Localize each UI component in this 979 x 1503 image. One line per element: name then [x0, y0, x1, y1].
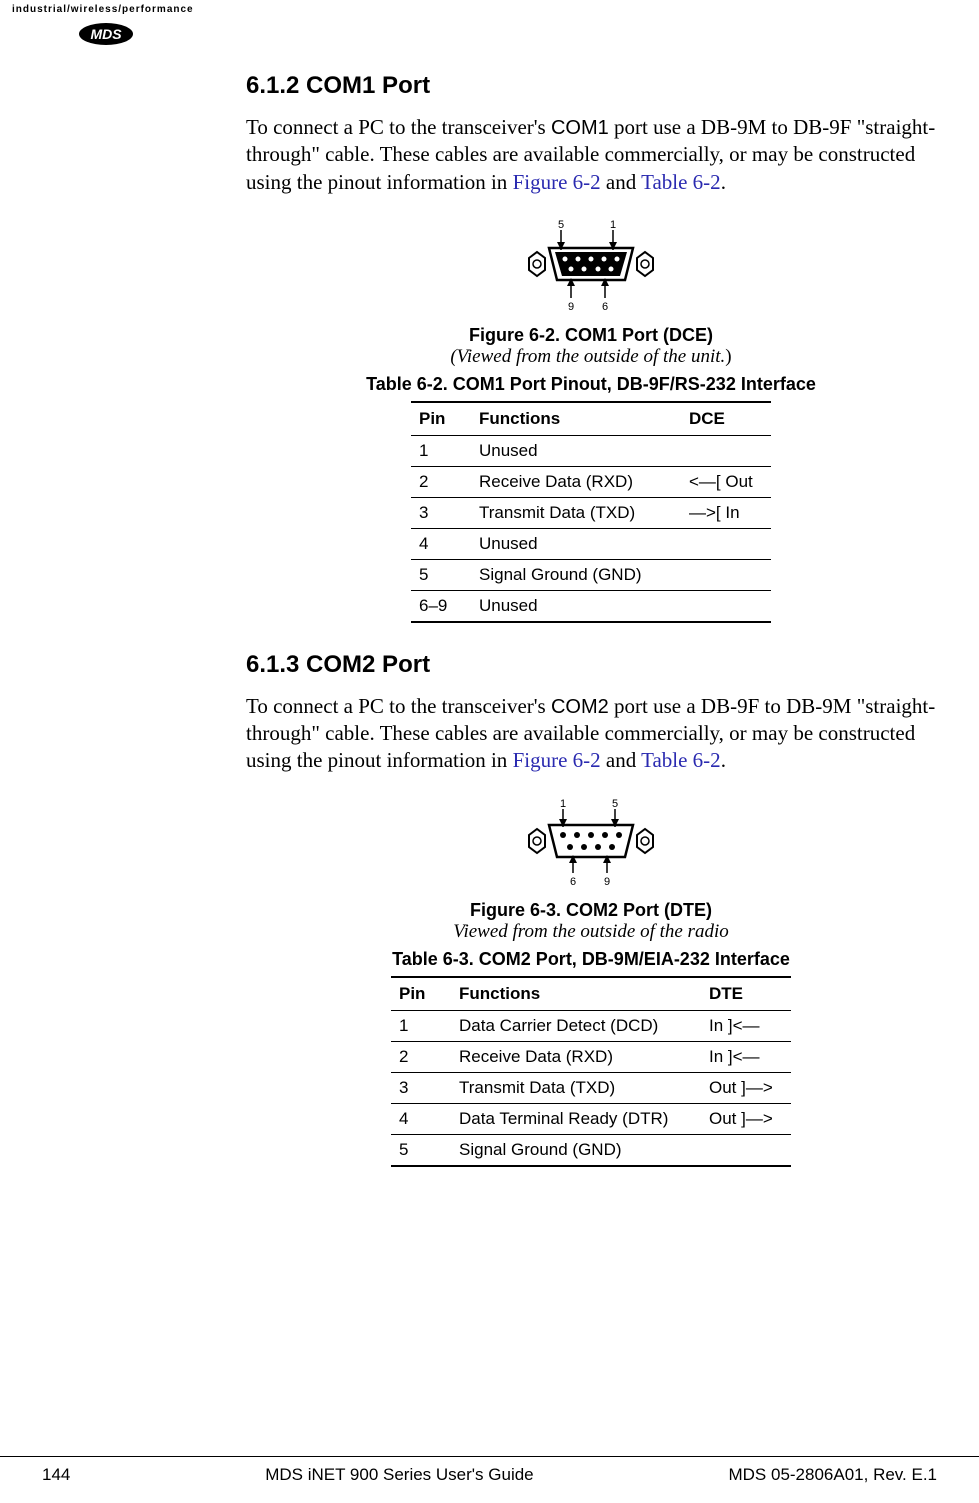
table-row: 4Data Terminal Ready (DTR)Out ]—>	[391, 1103, 791, 1134]
pin-label: 1	[560, 798, 566, 810]
col-pin: Pin	[411, 402, 471, 436]
cell: 3	[391, 1072, 451, 1103]
cell: 4	[411, 528, 471, 559]
cell: Out ]—>	[701, 1072, 791, 1103]
col-functions: Functions	[451, 977, 701, 1011]
doc-revision: MDS 05-2806A01, Rev. E.1	[728, 1465, 937, 1485]
table-6-3-caption: Table 6-3. COM2 Port, DB-9M/EIA-232 Inte…	[246, 949, 936, 970]
cell	[701, 1134, 791, 1166]
doc-title: MDS iNET 900 Series User's Guide	[265, 1465, 533, 1485]
cell: Transmit Data (TXD)	[471, 497, 681, 528]
section1-paragraph: To connect a PC to the transceiver's COM…	[246, 114, 936, 196]
cell: In ]<—	[701, 1041, 791, 1072]
figure-6-3-caption: Figure 6-3. COM2 Port (DTE)	[246, 900, 936, 921]
col-pin: Pin	[391, 977, 451, 1011]
table-6-2: Pin Functions DCE 1Unused 2Receive Data …	[411, 401, 771, 623]
table-row: 4Unused	[411, 528, 771, 559]
figure-6-2: 5 1 9 6	[246, 216, 936, 321]
table-6-2-caption: Table 6-2. COM1 Port Pinout, DB-9F/RS-23…	[246, 374, 936, 395]
cell: Out ]—>	[701, 1103, 791, 1134]
text: To connect a PC to the transceiver's	[246, 115, 551, 139]
logo-text: MDS	[90, 26, 122, 42]
table-row: 6–9Unused	[411, 590, 771, 622]
cell: Transmit Data (TXD)	[451, 1072, 701, 1103]
col-dte: DTE	[701, 977, 791, 1011]
pin-label: 9	[604, 876, 610, 888]
logo: MDS	[78, 22, 134, 51]
cell: Signal Ground (GND)	[451, 1134, 701, 1166]
text: .	[721, 170, 726, 194]
cell: Unused	[471, 590, 681, 622]
table-row: 3Transmit Data (TXD)Out ]—>	[391, 1072, 791, 1103]
figure-6-2-caption: Figure 6-2. COM1 Port (DCE)	[246, 325, 936, 346]
table-row: 1Data Carrier Detect (DCD)In ]<—	[391, 1010, 791, 1041]
table-row: 2Receive Data (RXD)In ]<—	[391, 1041, 791, 1072]
cell: 2	[411, 466, 471, 497]
cell	[681, 528, 771, 559]
page-number: 144	[42, 1465, 70, 1485]
db9-female-connector-icon: 5 1 9 6	[511, 216, 671, 316]
cell: Data Carrier Detect (DCD)	[451, 1010, 701, 1041]
cell: —>[ In	[681, 497, 771, 528]
pin-label: 5	[612, 798, 618, 810]
text: and	[601, 748, 641, 772]
col-dce: DCE	[681, 402, 771, 436]
cell	[681, 435, 771, 466]
section-heading-com2: 6.1.3 COM2 Port	[246, 651, 936, 679]
cell: 1	[411, 435, 471, 466]
col-functions: Functions	[471, 402, 681, 436]
xref-figure-6-2b[interactable]: Figure 6-2	[513, 748, 601, 772]
xref-table-6-2[interactable]: Table 6-2	[641, 170, 721, 194]
mono-text: COM2	[551, 696, 609, 718]
cell: <—[ Out	[681, 466, 771, 497]
section2-paragraph: To connect a PC to the transceiver's COM…	[246, 693, 936, 775]
page-content: 6.1.2 COM1 Port To connect a PC to the t…	[246, 72, 936, 1195]
table-row: 3Transmit Data (TXD)—>[ In	[411, 497, 771, 528]
page-footer: 144 MDS iNET 900 Series User's Guide MDS…	[0, 1456, 979, 1485]
text: and	[601, 170, 641, 194]
cell: Signal Ground (GND)	[471, 559, 681, 590]
cell: 1	[391, 1010, 451, 1041]
table-6-3: Pin Functions DTE 1Data Carrier Detect (…	[391, 976, 791, 1167]
db9-male-connector-icon: 1 5 6 9	[511, 795, 671, 891]
cell: 2	[391, 1041, 451, 1072]
cell: Data Terminal Ready (DTR)	[451, 1103, 701, 1134]
pin-label: 6	[602, 301, 608, 313]
mono-text: COM1	[551, 117, 609, 139]
xref-table-6-2b[interactable]: Table 6-2	[641, 748, 721, 772]
pin-label: 1	[610, 219, 616, 231]
text: .	[721, 748, 726, 772]
tagline: industrial/wireless/performance	[12, 4, 194, 15]
cell	[681, 590, 771, 622]
cell: In ]<—	[701, 1010, 791, 1041]
table-row: 1Unused	[411, 435, 771, 466]
cell: Unused	[471, 435, 681, 466]
cell	[681, 559, 771, 590]
cell: 5	[391, 1134, 451, 1166]
cell: Receive Data (RXD)	[471, 466, 681, 497]
table-row: 2Receive Data (RXD)<—[ Out	[411, 466, 771, 497]
text: (Viewed from the outside of the unit.	[450, 346, 725, 367]
table-row: 5Signal Ground (GND)	[411, 559, 771, 590]
cell: Unused	[471, 528, 681, 559]
xref-figure-6-2[interactable]: Figure 6-2	[513, 170, 601, 194]
table-row: 5Signal Ground (GND)	[391, 1134, 791, 1166]
figure-6-3-subcaption: Viewed from the outside of the radio	[246, 921, 936, 943]
cell: 5	[411, 559, 471, 590]
cell: 4	[391, 1103, 451, 1134]
text: )	[725, 346, 731, 367]
figure-6-2-subcaption: (Viewed from the outside of the unit.)	[246, 346, 936, 368]
pin-label: 6	[570, 876, 576, 888]
figure-6-3: 1 5 6 9	[246, 795, 936, 896]
pin-label: 5	[558, 219, 564, 231]
section-heading-com1: 6.1.2 COM1 Port	[246, 72, 936, 100]
cell: Receive Data (RXD)	[451, 1041, 701, 1072]
cell: 3	[411, 497, 471, 528]
text: To connect a PC to the transceiver's	[246, 694, 551, 718]
pin-label: 9	[568, 301, 574, 313]
cell: 6–9	[411, 590, 471, 622]
